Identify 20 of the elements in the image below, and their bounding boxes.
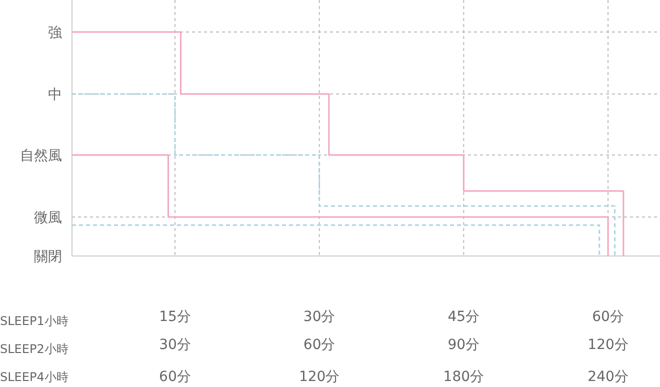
text: 中 xyxy=(48,86,62,103)
x2-tick-label: 120分 xyxy=(588,336,628,353)
x-tick-label: 15分 xyxy=(159,308,191,325)
text: 微風 xyxy=(34,210,62,226)
text: 120分 xyxy=(298,369,340,385)
x2-tick-label: 90分 xyxy=(448,336,480,353)
x2-tick-label: 30分 xyxy=(159,336,191,353)
text: 240分 xyxy=(588,369,628,385)
x-tick-label: 45分 xyxy=(448,308,480,325)
x2-tick-label: 60分 xyxy=(303,336,336,353)
text: SLEEP4小時 xyxy=(0,370,68,384)
x2-axis-title: SLEEP2小時 xyxy=(0,342,68,356)
x-tick-label: 30分 xyxy=(303,308,336,325)
text: 關閉 xyxy=(34,248,62,265)
text: 強 xyxy=(48,24,62,41)
text: 自然風 xyxy=(20,148,62,164)
x-tick-label: 60分 xyxy=(592,308,624,325)
text: 60分 xyxy=(159,369,191,385)
x-axis-title: SLEEP1小時 xyxy=(0,314,68,328)
text: 180分 xyxy=(443,369,484,385)
